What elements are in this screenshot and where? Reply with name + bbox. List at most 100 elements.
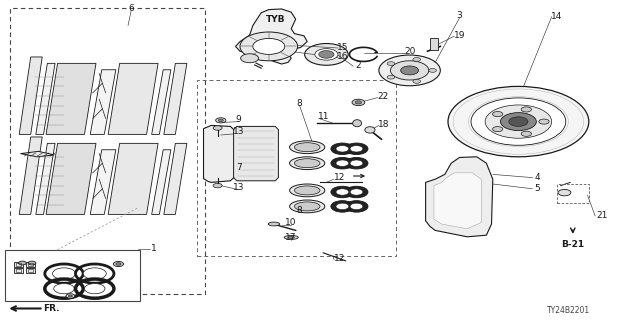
Polygon shape (426, 157, 493, 237)
Circle shape (19, 261, 26, 265)
Ellipse shape (289, 200, 325, 213)
Polygon shape (20, 151, 54, 157)
Polygon shape (164, 143, 187, 214)
Polygon shape (46, 143, 96, 214)
Circle shape (485, 105, 552, 138)
Text: 12: 12 (333, 254, 345, 263)
Text: 17: 17 (285, 233, 297, 242)
Circle shape (387, 75, 395, 79)
Polygon shape (204, 125, 236, 182)
Circle shape (539, 119, 549, 124)
Bar (430, 38, 438, 50)
Circle shape (500, 113, 536, 131)
Text: 18: 18 (378, 120, 390, 129)
Circle shape (387, 62, 395, 66)
Circle shape (213, 126, 222, 130)
Text: 11: 11 (318, 112, 330, 121)
Text: 12: 12 (333, 173, 345, 182)
Circle shape (379, 55, 440, 86)
Text: 9: 9 (236, 115, 241, 124)
Circle shape (253, 38, 285, 54)
Circle shape (345, 143, 368, 155)
Circle shape (429, 68, 436, 72)
Circle shape (52, 268, 76, 279)
Circle shape (345, 201, 368, 212)
Circle shape (218, 119, 223, 122)
Polygon shape (164, 63, 187, 134)
Ellipse shape (365, 127, 375, 133)
Circle shape (509, 117, 528, 126)
Text: 19: 19 (454, 31, 465, 40)
Ellipse shape (294, 202, 320, 211)
Circle shape (28, 261, 36, 265)
Polygon shape (152, 150, 171, 214)
Polygon shape (46, 63, 96, 134)
Bar (557, 184, 589, 203)
Polygon shape (234, 126, 278, 181)
Polygon shape (90, 150, 116, 214)
Ellipse shape (353, 120, 362, 127)
Circle shape (350, 203, 363, 210)
Text: 21: 21 (596, 212, 607, 220)
Polygon shape (19, 57, 42, 134)
Circle shape (493, 111, 503, 116)
Ellipse shape (294, 143, 320, 152)
Circle shape (413, 58, 420, 61)
Circle shape (213, 183, 222, 188)
Text: 1: 1 (151, 244, 156, 253)
Text: 8: 8 (297, 206, 302, 215)
Circle shape (336, 146, 349, 152)
Circle shape (355, 101, 362, 104)
Circle shape (331, 157, 354, 169)
Circle shape (240, 32, 298, 61)
Ellipse shape (288, 236, 294, 238)
Ellipse shape (294, 159, 320, 168)
Bar (14, 268, 23, 273)
Text: 13: 13 (233, 183, 244, 192)
Text: 5: 5 (535, 184, 540, 193)
Text: 16: 16 (337, 52, 348, 61)
Text: 7: 7 (236, 163, 241, 172)
Circle shape (350, 146, 363, 152)
Text: 13: 13 (233, 127, 244, 136)
Text: 2: 2 (356, 61, 361, 70)
Text: 22: 22 (377, 92, 388, 101)
Bar (16, 269, 21, 272)
Text: FR.: FR. (43, 304, 60, 313)
Circle shape (336, 160, 349, 166)
Polygon shape (434, 173, 481, 229)
Circle shape (448, 86, 589, 157)
Bar (26, 268, 35, 273)
Ellipse shape (289, 184, 325, 197)
Circle shape (350, 189, 363, 195)
Ellipse shape (289, 141, 325, 154)
Ellipse shape (294, 186, 320, 195)
Text: 14: 14 (551, 12, 563, 20)
Circle shape (336, 203, 349, 210)
Circle shape (521, 131, 531, 136)
Circle shape (315, 49, 338, 60)
Text: 3: 3 (457, 11, 462, 20)
Bar (16, 263, 21, 266)
Circle shape (66, 294, 75, 298)
Text: 15: 15 (337, 43, 348, 52)
Circle shape (401, 66, 419, 75)
Text: 6: 6 (129, 4, 134, 12)
Ellipse shape (268, 222, 280, 226)
Circle shape (305, 44, 348, 65)
Ellipse shape (289, 157, 325, 170)
Polygon shape (108, 143, 158, 214)
Circle shape (84, 284, 105, 294)
Circle shape (345, 157, 368, 169)
Circle shape (390, 61, 429, 80)
Text: 10: 10 (285, 218, 297, 227)
Circle shape (54, 284, 74, 294)
Text: B-21: B-21 (561, 240, 584, 249)
Polygon shape (36, 63, 55, 134)
Bar (5, 250, 140, 301)
Polygon shape (152, 70, 171, 134)
Circle shape (345, 186, 368, 198)
Circle shape (116, 263, 121, 265)
Bar (28, 263, 33, 266)
Circle shape (241, 54, 259, 63)
